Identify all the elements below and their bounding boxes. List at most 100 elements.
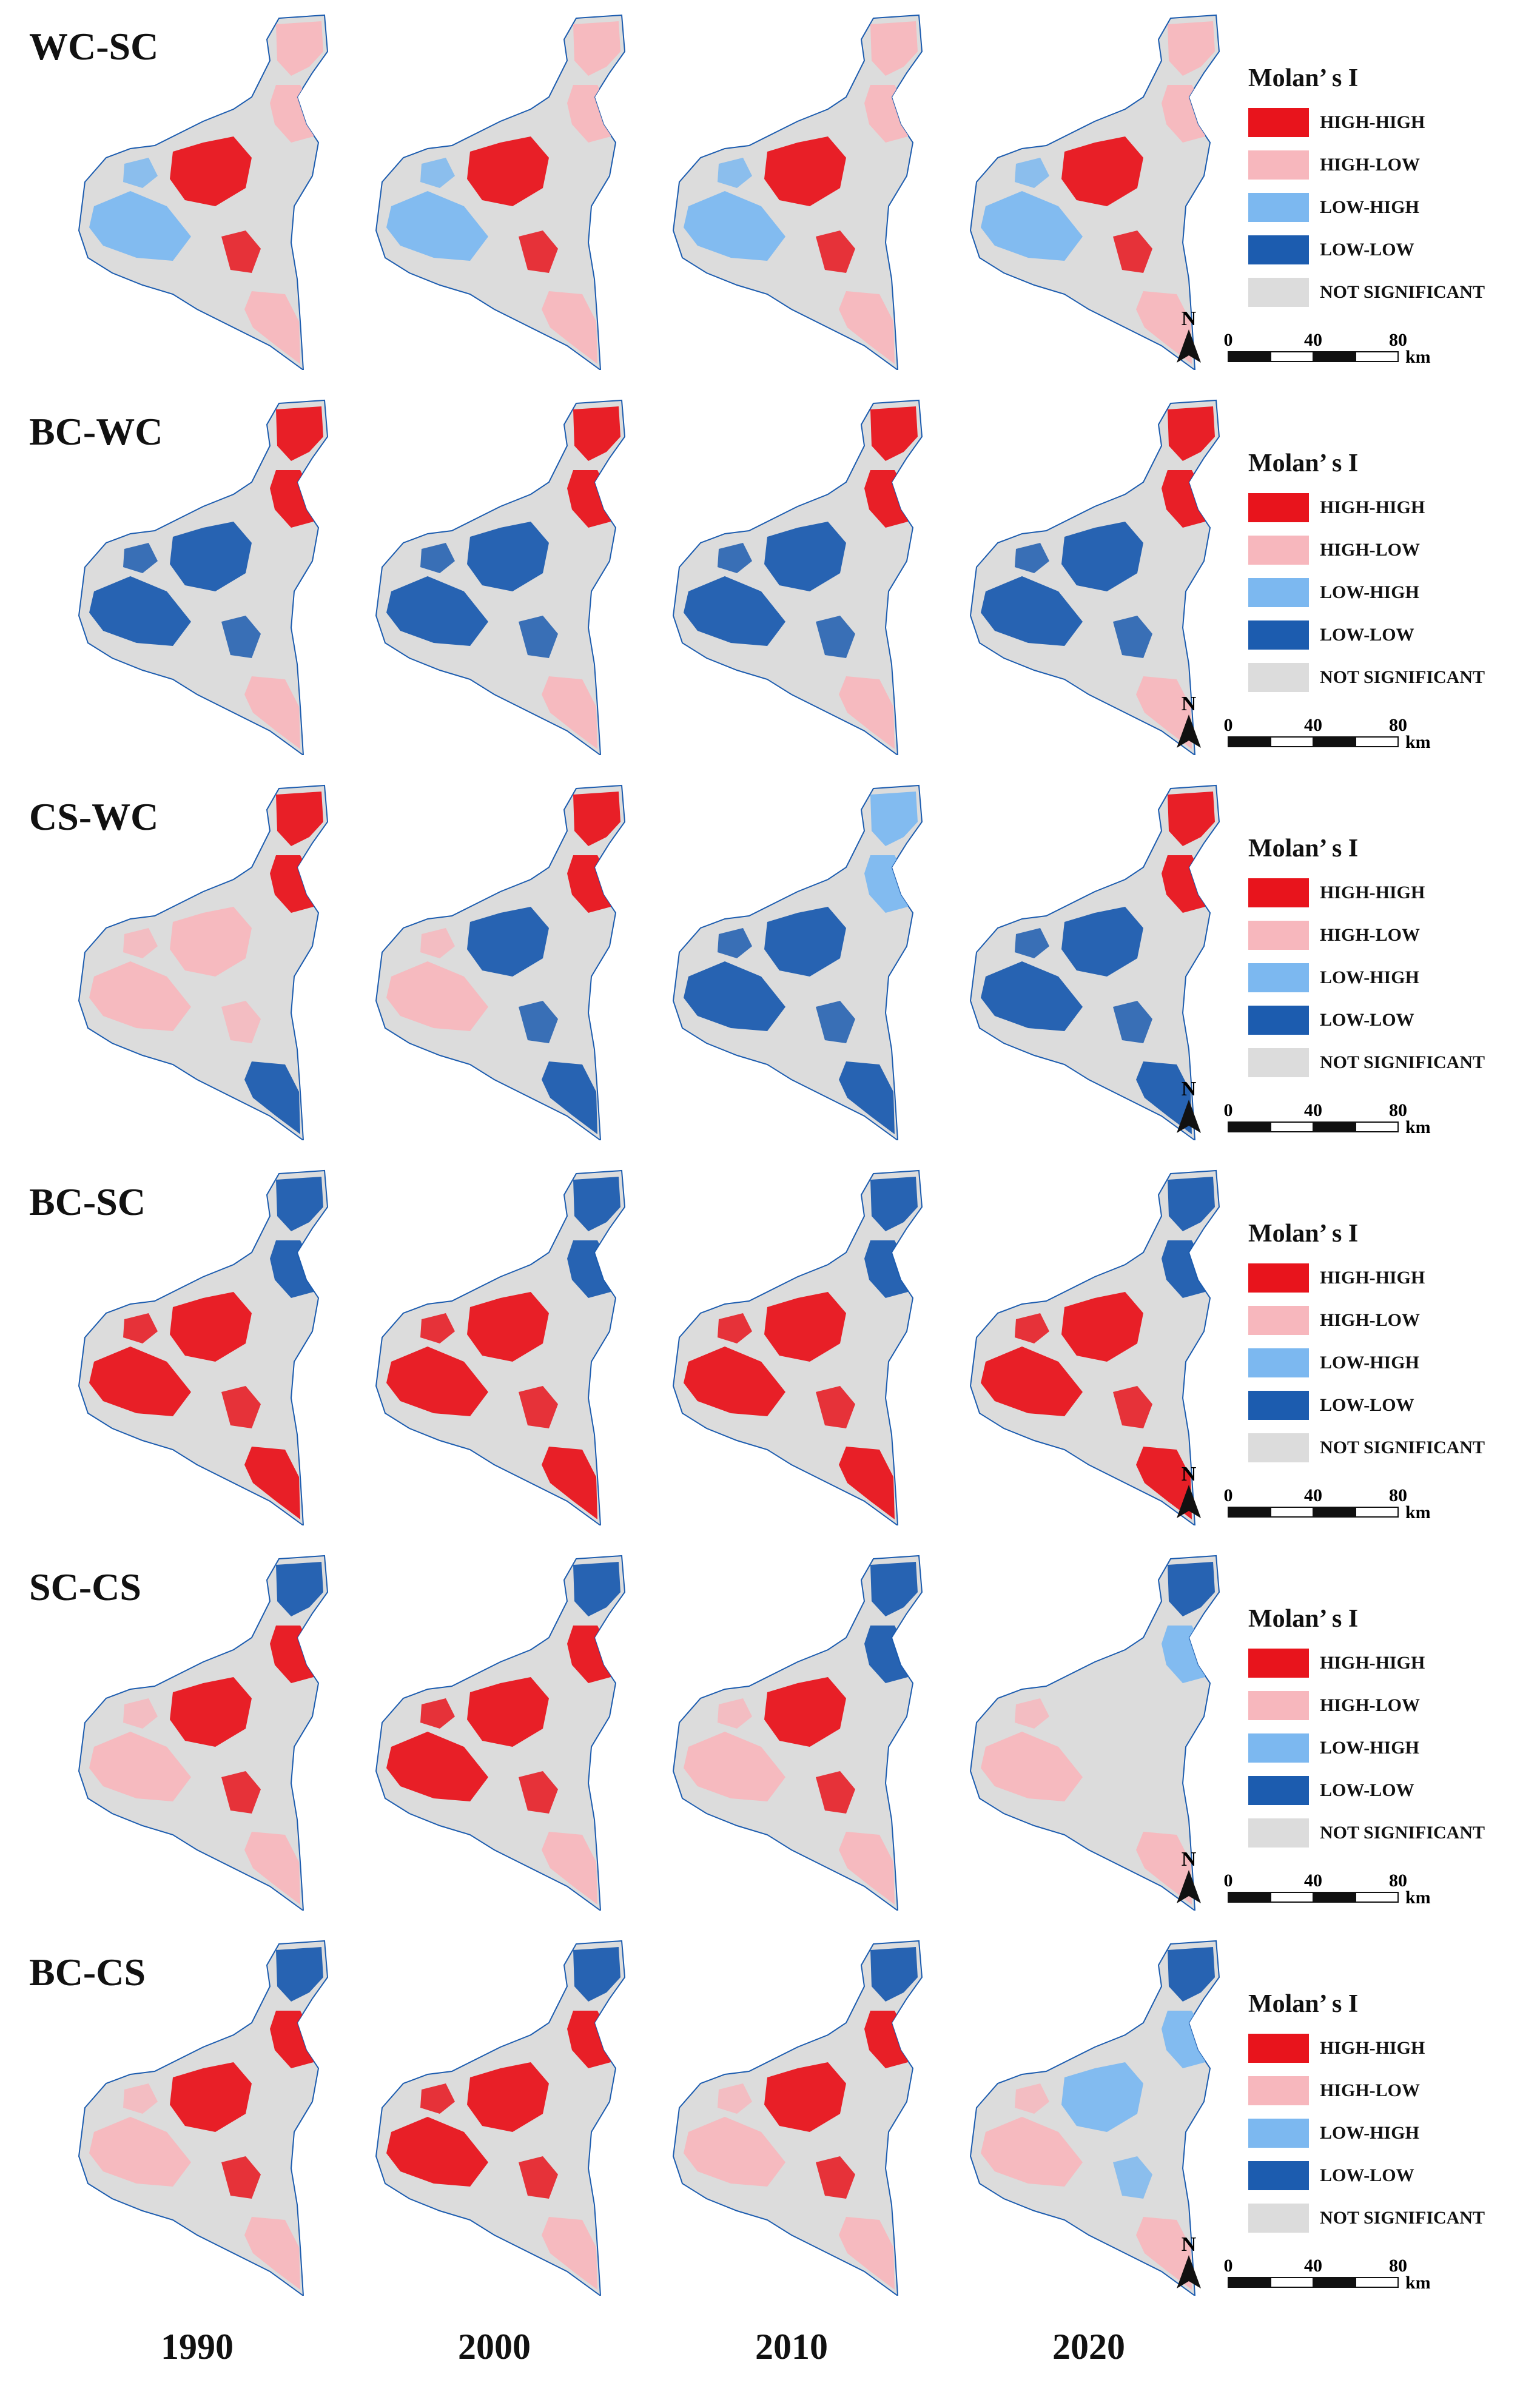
legend-label: NOT SIGNIFICANT — [1320, 282, 1485, 302]
lisa-map-bc-cs-2010 — [646, 1932, 937, 2298]
scale-tick-label: 80 — [1389, 1871, 1407, 1891]
cluster-center-high-high — [764, 1677, 846, 1747]
north-arrow-and-scale-bar: N 0 40 80 km — [1171, 302, 1510, 369]
cluster-north-low-low — [1168, 1562, 1215, 1616]
legend-swatch — [1248, 578, 1309, 607]
map-canvas — [969, 1940, 1220, 2298]
cluster-center-high-high — [467, 1677, 549, 1747]
map-canvas — [969, 399, 1220, 757]
cluster-north-low-low — [276, 1177, 323, 1231]
legend-label: NOT SIGNIFICANT — [1320, 1052, 1485, 1072]
legend-swatch — [1248, 1818, 1309, 1848]
legend: Molan’ s I HIGH-HIGH HIGH-LOW LOW-HIGH LOW-L… — [1248, 1989, 1515, 2239]
cluster-north-high-low — [573, 21, 620, 76]
cluster-north-high-high — [276, 792, 323, 846]
lisa-map-bc-cs-1990 — [52, 1932, 343, 2298]
panel-row-cs-wc: CS-WC Molan’ s I HIGH-HIGH HIGH-LOW LOW-HIGH… — [0, 770, 1540, 1152]
scale-bar-segment — [1313, 351, 1356, 362]
cluster-south-high-low — [1136, 676, 1192, 749]
year-label-1990: 1990 — [161, 2327, 234, 2367]
panel-title: BC-SC — [29, 1180, 146, 1223]
cluster-patch-a — [221, 1771, 261, 1814]
cluster-south-high-low — [839, 1832, 895, 1905]
map-canvas — [672, 784, 923, 1142]
map-canvas — [375, 1555, 626, 1912]
scale-bar-segment — [1270, 736, 1314, 747]
scale-tick-label: 80 — [1389, 715, 1407, 735]
cluster-center-low-low — [764, 522, 846, 591]
cluster-patch-a — [519, 1001, 558, 1043]
scale-bar-segment — [1313, 1121, 1356, 1132]
legend-label: NOT SIGNIFICANT — [1320, 1823, 1485, 1843]
cluster-patch-b — [420, 928, 455, 958]
legend-item-not-significant: NOT SIGNIFICANT — [1248, 2197, 1515, 2239]
cluster-southwest-low-high — [386, 191, 488, 261]
cluster-center-high-high — [764, 1292, 846, 1362]
legend-swatch — [1248, 921, 1309, 950]
scale-tick-label: 0 — [1224, 1100, 1233, 1120]
cluster-south-high-low — [244, 2217, 300, 2290]
legend-label: HIGH-LOW — [1320, 2080, 1421, 2100]
scale-tick-label: 40 — [1304, 2256, 1322, 2276]
lisa-map-bc-wc-2000 — [349, 391, 640, 757]
legend-item-high-low: HIGH-LOW — [1248, 914, 1515, 957]
cluster-southwest-low-low — [89, 576, 191, 646]
cluster-north-low-low — [870, 1947, 918, 2002]
scale-bar-segment — [1228, 2277, 1271, 2288]
legend-label: LOW-HIGH — [1320, 2123, 1419, 2143]
scale-bar-segment — [1355, 351, 1399, 362]
panel-title: WC-SC — [29, 25, 159, 68]
cluster-patch-a — [816, 230, 855, 273]
legend-label: HIGH-LOW — [1320, 540, 1421, 560]
north-arrow-icon — [1177, 1485, 1201, 1518]
cluster-center-low-low — [467, 522, 549, 591]
legend-title: Molan’ s I — [1248, 64, 1359, 92]
north-arrow-and-scale-bar: N 0 40 80 km — [1171, 2228, 1510, 2295]
legend-item-low-high: LOW-HIGH — [1248, 957, 1515, 999]
legend-swatch — [1248, 878, 1309, 907]
cluster-patch-a — [1113, 1771, 1152, 1814]
cluster-patch-b — [123, 2083, 158, 2114]
cluster-center-high-high — [1061, 1292, 1143, 1362]
cluster-patch-b — [1015, 2083, 1049, 2114]
cluster-north-low-high — [870, 792, 918, 846]
legend-swatch — [1248, 2161, 1309, 2190]
cluster-southwest-high-low — [684, 1732, 785, 1801]
cluster-patch-b — [1015, 1313, 1049, 1343]
cluster-southwest-high-high — [386, 1347, 488, 1416]
scale-bar-segment — [1313, 736, 1356, 747]
scale-bar-segment — [1313, 1892, 1356, 1903]
cluster-south-high-low — [1136, 2217, 1192, 2290]
map-canvas — [672, 14, 923, 372]
cluster-south-high-high — [839, 1447, 895, 1519]
cluster-center-high-high — [764, 136, 846, 206]
cluster-patch-a — [816, 2156, 855, 2199]
legend-item-low-low: LOW-LOW — [1248, 614, 1515, 656]
north-label: N — [1182, 693, 1197, 715]
scale-bar-segment — [1355, 736, 1399, 747]
year-label-2010: 2010 — [755, 2327, 828, 2367]
cluster-patch-b — [1015, 158, 1049, 188]
scale-unit-label: km — [1405, 347, 1431, 367]
lisa-map-cs-wc-2000 — [349, 776, 640, 1142]
legend-title: Molan’ s I — [1248, 1990, 1359, 2018]
lisa-map-bc-sc-2000 — [349, 1162, 640, 1527]
north-arrow-icon — [1177, 1870, 1201, 1903]
legend-label: HIGH-LOW — [1320, 155, 1421, 175]
scale-tick-label: 40 — [1304, 715, 1322, 735]
legend-title: Molan’ s I — [1248, 449, 1359, 477]
scale-unit-label: km — [1405, 1502, 1431, 1522]
legend-label: LOW-LOW — [1320, 1395, 1414, 1415]
cluster-patch-b — [420, 158, 455, 188]
scale-bar-segment — [1270, 351, 1314, 362]
lisa-map-bc-wc-2020 — [943, 391, 1234, 757]
cluster-north-low-low — [870, 1177, 918, 1231]
lisa-map-wc-sc-2000 — [349, 6, 640, 372]
cluster-patch-b — [718, 1698, 752, 1729]
legend-swatch — [1248, 150, 1309, 180]
legend-label: HIGH-HIGH — [1320, 497, 1425, 517]
cluster-south-low-low — [244, 1061, 300, 1134]
map-canvas — [375, 784, 626, 1142]
cluster-patch-a — [519, 2156, 558, 2199]
map-canvas — [375, 1169, 626, 1527]
